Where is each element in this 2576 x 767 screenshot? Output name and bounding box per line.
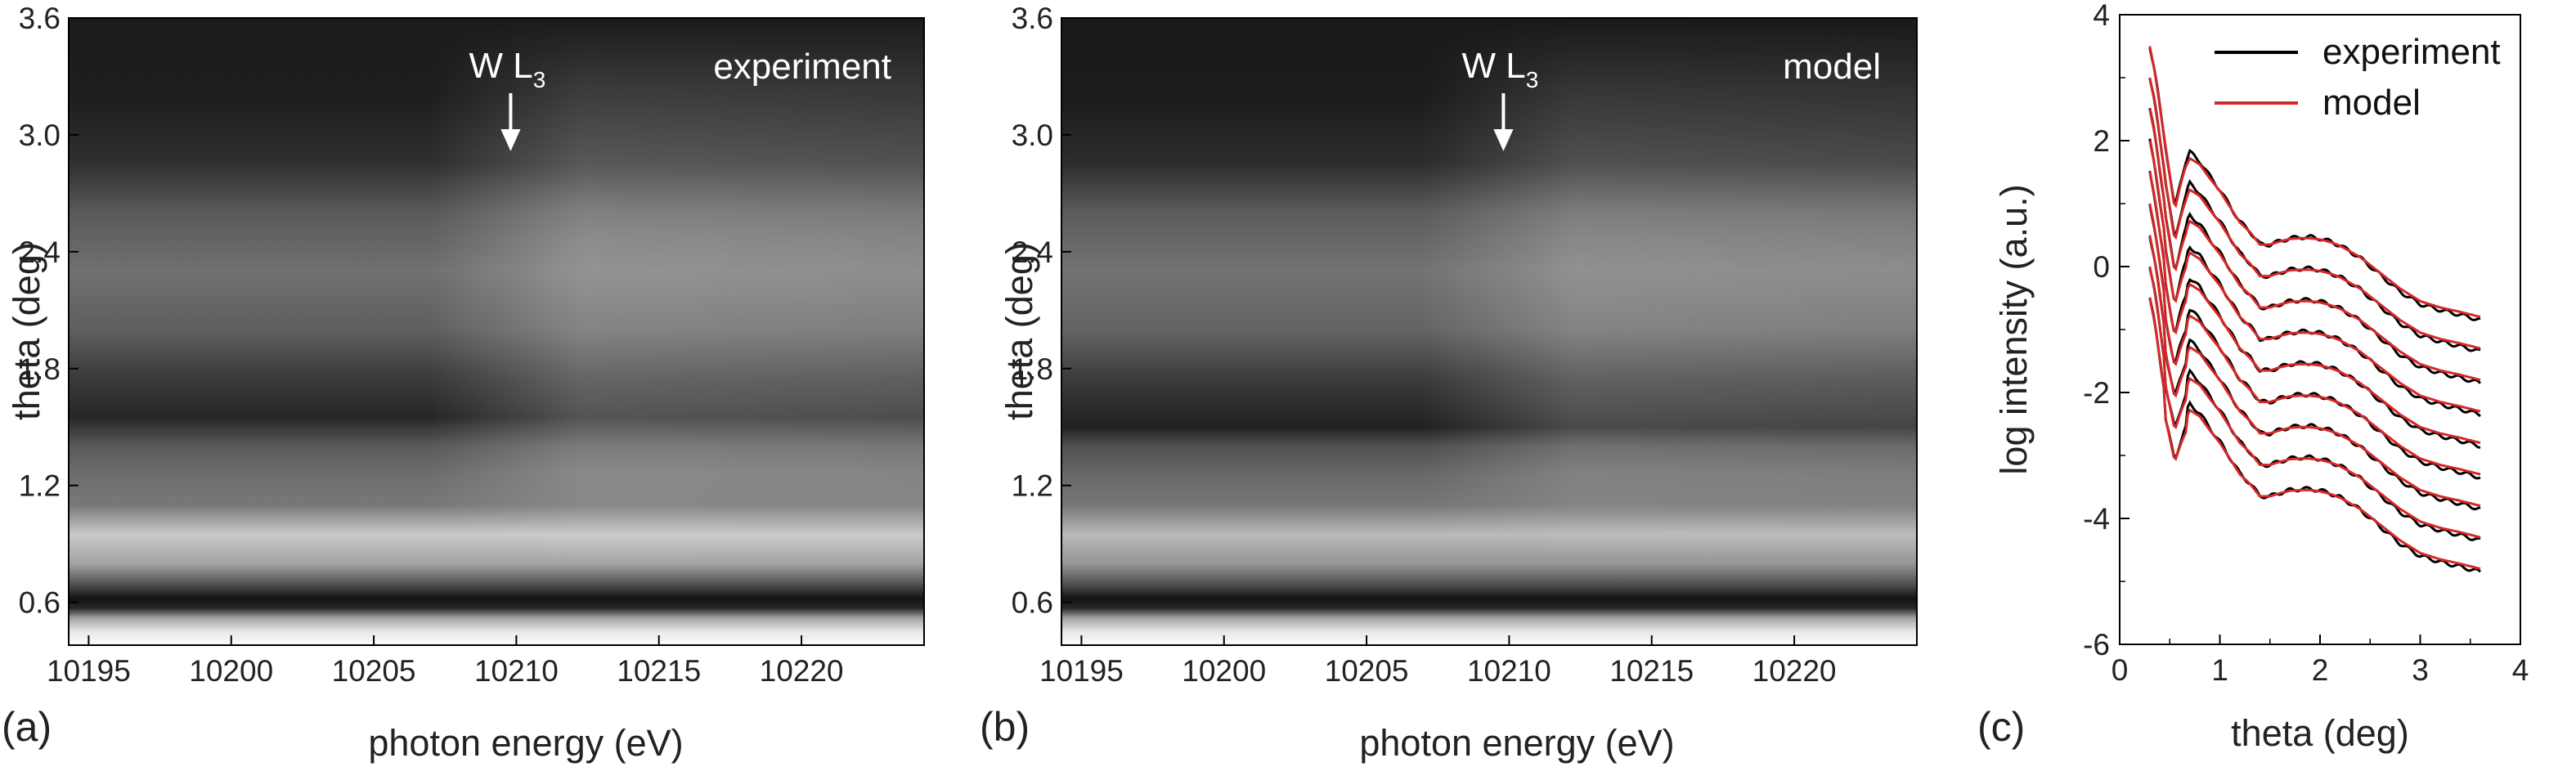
heatmap-a-edge-brightening bbox=[69, 18, 924, 645]
y-tick-label: 3.6 bbox=[19, 2, 61, 35]
ticks-a: 10195 10200 10205 10210 10215 10220 0.6 1.2 1.8 2… bbox=[19, 2, 844, 688]
x-tick-label: 3 bbox=[2412, 653, 2429, 687]
y-tick-label: 0.6 bbox=[1012, 586, 1053, 620]
x-tick-label: 10195 bbox=[47, 654, 131, 688]
panel-c: 0 1 2 3 4 -6 -4 -2 0 2 4 experiment model theta (de… bbox=[1977, 0, 2529, 754]
y-axis-label-a: theta (deg) bbox=[6, 242, 47, 420]
y-tick-label: -4 bbox=[2083, 502, 2110, 536]
x-tick-label: 10200 bbox=[189, 654, 273, 688]
heatmap-b-edge-brightening bbox=[1061, 18, 1917, 645]
x-tick-label: 10220 bbox=[1752, 654, 1837, 688]
y-tick-label: 1.8 bbox=[1012, 352, 1053, 386]
x-axis-label-c: theta (deg) bbox=[2231, 712, 2409, 754]
inset-label-a: experiment bbox=[713, 47, 891, 87]
model-curve bbox=[2148, 140, 2481, 413]
y-tick-label: 1.2 bbox=[19, 469, 61, 503]
model-curve bbox=[2148, 235, 2481, 508]
x-tick-label: 10215 bbox=[617, 654, 701, 688]
x-tick-label: 10220 bbox=[760, 654, 844, 688]
model-curve bbox=[2148, 203, 2481, 476]
x-tick-label: 10210 bbox=[474, 654, 559, 688]
y-axis-label-b: theta (deg) bbox=[999, 242, 1040, 420]
x-tick-label: 10215 bbox=[1609, 654, 1694, 688]
y-tick-label: 0 bbox=[2093, 250, 2110, 284]
down-arrow-icon bbox=[500, 93, 521, 151]
axes-frame-c bbox=[2119, 14, 2521, 645]
x-axis-label-b: photon energy (eV) bbox=[1359, 722, 1674, 764]
model-curve bbox=[2148, 172, 2481, 445]
experiment-curve bbox=[2148, 47, 2481, 321]
axes-frame-a bbox=[68, 17, 925, 646]
x-tick-label: 0 bbox=[2112, 653, 2129, 687]
y-tick-label: 1.8 bbox=[19, 352, 61, 386]
model-curve bbox=[2148, 266, 2481, 539]
inset-label-b: model bbox=[1783, 47, 1881, 87]
y-axis-label-c: log intensity (a.u.) bbox=[1993, 184, 2035, 474]
y-tick-label: 3.6 bbox=[1012, 2, 1053, 35]
ticks-b: 10195 10200 10205 10210 10215 10220 0.6 1.2 1.8 2… bbox=[1012, 2, 1837, 688]
model-curve bbox=[2148, 77, 2481, 350]
legend-label: model bbox=[2322, 83, 2421, 123]
panel-b: 10195 10200 10205 10210 10215 10220 0.6 1.2 1.8 2… bbox=[980, 2, 1918, 764]
legend-label: experiment bbox=[2322, 32, 2501, 72]
y-tick-label: 0.6 bbox=[19, 586, 61, 620]
curves-c bbox=[2148, 46, 2482, 573]
panel-label-a: (a) bbox=[2, 704, 52, 750]
legend-c: experiment model bbox=[2215, 32, 2501, 123]
y-tick-label: 2 bbox=[2093, 124, 2110, 158]
y-tick-label: -2 bbox=[2083, 376, 2110, 410]
panel-label-b: (b) bbox=[980, 704, 1030, 750]
y-tick-label: 2.4 bbox=[1012, 235, 1053, 269]
x-tick-label: 10200 bbox=[1182, 654, 1266, 688]
axes-frame-b bbox=[1061, 17, 1918, 646]
panel-a: 10195 10200 10205 10210 10215 10220 0.6 1.2 1.8 2… bbox=[2, 2, 925, 764]
edge-annotation-text-a: W L3 bbox=[469, 46, 546, 92]
x-tick-label: 10205 bbox=[1325, 654, 1409, 688]
y-tick-label: 2.4 bbox=[19, 235, 61, 269]
x-tick-label: 10195 bbox=[1039, 654, 1124, 688]
y-tick-label: 4 bbox=[2093, 0, 2110, 32]
edge-annotation-a: W L3 bbox=[469, 46, 546, 151]
experiment-curve bbox=[2148, 236, 2481, 511]
model-curve bbox=[2148, 298, 2481, 571]
x-tick-label: 10210 bbox=[1467, 654, 1551, 688]
y-tick-label: -6 bbox=[2083, 628, 2110, 662]
y-tick-label: 3.0 bbox=[1012, 119, 1053, 152]
x-tick-label: 4 bbox=[2512, 653, 2529, 687]
y-tick-label: 1.2 bbox=[1012, 469, 1053, 503]
panel-label-c: (c) bbox=[1977, 704, 2025, 750]
y-tick-label: 3.0 bbox=[19, 119, 61, 152]
edge-annotation-text-b: W L3 bbox=[1462, 46, 1539, 92]
model-curve bbox=[2148, 109, 2481, 382]
model-curve bbox=[2148, 46, 2481, 319]
x-tick-label: 2 bbox=[2312, 653, 2329, 687]
x-tick-label: 10205 bbox=[332, 654, 416, 688]
ticks-c: 0 1 2 3 4 -6 -4 -2 0 2 4 bbox=[2083, 0, 2529, 687]
x-axis-label-a: photon energy (eV) bbox=[368, 722, 683, 764]
x-tick-label: 1 bbox=[2211, 653, 2228, 687]
edge-annotation-b: W L3 bbox=[1462, 46, 1539, 151]
down-arrow-icon bbox=[1493, 93, 1514, 151]
